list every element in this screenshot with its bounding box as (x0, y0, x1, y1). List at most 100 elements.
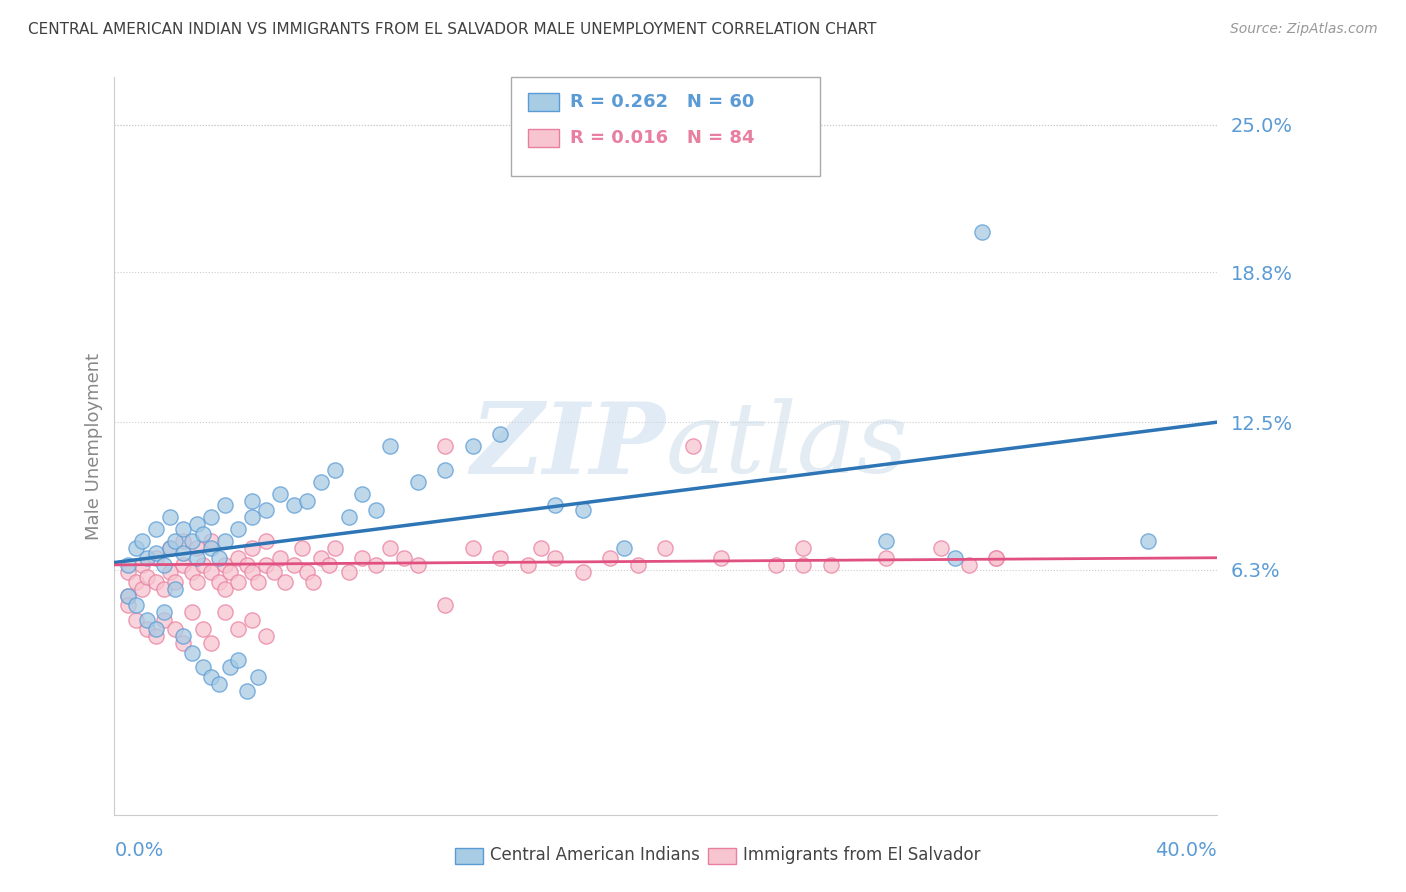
Point (235, 558, 257, 572)
Y-axis label: Male Unemployment: Male Unemployment (86, 352, 103, 540)
Point (172, 522, 194, 536)
Point (153, 606, 176, 620)
Point (172, 636, 194, 650)
Point (392, 550, 415, 565)
Point (352, 550, 374, 565)
Point (627, 558, 650, 572)
Point (765, 558, 787, 572)
Point (136, 613, 159, 627)
Point (163, 574, 186, 589)
Point (309, 475, 332, 489)
Point (461, 439, 484, 453)
Text: R = 0.262   N = 60: R = 0.262 N = 60 (569, 94, 754, 112)
Point (136, 550, 159, 565)
Point (228, 622, 250, 636)
Text: R = 0.016   N = 84: R = 0.016 N = 84 (569, 129, 755, 147)
Point (163, 582, 186, 596)
Point (214, 582, 236, 596)
Point (117, 565, 139, 579)
Point (131, 534, 153, 549)
Point (200, 541, 222, 556)
Point (172, 546, 194, 560)
Point (337, 510, 360, 524)
Point (180, 646, 202, 660)
Text: Source: ZipAtlas.com: Source: ZipAtlas.com (1230, 22, 1378, 37)
Text: Immigrants from El Salvador: Immigrants from El Salvador (742, 846, 980, 863)
Point (145, 522, 167, 536)
Point (254, 503, 277, 517)
Point (117, 599, 139, 613)
Point (337, 565, 360, 579)
Point (219, 660, 242, 674)
Point (117, 558, 139, 572)
Point (406, 475, 429, 489)
Text: Central American Indians: Central American Indians (489, 846, 700, 863)
Point (125, 541, 148, 556)
Point (191, 622, 214, 636)
Point (228, 550, 250, 565)
Point (159, 510, 181, 524)
Point (219, 565, 242, 579)
Point (145, 574, 167, 589)
Point (191, 558, 214, 572)
Point (200, 636, 222, 650)
Point (200, 565, 222, 579)
Point (214, 606, 236, 620)
Point (434, 599, 457, 613)
Point (145, 622, 167, 636)
Point (544, 499, 567, 513)
Point (240, 565, 263, 579)
Point (599, 550, 621, 565)
Text: ZIP: ZIP (471, 398, 665, 494)
Point (489, 427, 512, 442)
Point (682, 439, 704, 453)
Point (434, 463, 457, 477)
Point (191, 660, 214, 674)
Point (792, 541, 814, 556)
Point (246, 670, 269, 684)
Point (136, 622, 159, 636)
Point (301, 574, 323, 589)
Point (228, 522, 250, 536)
Point (323, 463, 346, 477)
Point (613, 541, 636, 556)
Point (145, 629, 167, 643)
Point (309, 550, 332, 565)
Point (240, 493, 263, 508)
Point (172, 629, 194, 643)
Point (145, 546, 167, 560)
Point (461, 541, 484, 556)
Point (366, 558, 388, 572)
Point (186, 574, 208, 589)
Point (291, 541, 314, 556)
Point (283, 499, 305, 513)
Point (516, 558, 538, 572)
Point (228, 653, 250, 667)
Point (214, 558, 236, 572)
Point (186, 541, 208, 556)
Point (117, 589, 139, 603)
Point (434, 439, 457, 453)
Point (153, 558, 176, 572)
Point (240, 541, 263, 556)
Point (254, 534, 277, 549)
Point (172, 558, 194, 572)
Point (228, 574, 250, 589)
Point (191, 527, 214, 541)
Point (153, 613, 176, 627)
Point (957, 558, 980, 572)
Point (186, 550, 208, 565)
Point (246, 574, 269, 589)
Point (943, 550, 966, 565)
Point (159, 541, 181, 556)
Point (875, 550, 897, 565)
Point (145, 550, 167, 565)
Point (240, 613, 263, 627)
Point (240, 510, 263, 524)
Point (208, 677, 231, 691)
Point (820, 558, 842, 572)
Point (117, 589, 139, 603)
Point (214, 499, 236, 513)
Point (163, 534, 186, 549)
Point (159, 541, 181, 556)
